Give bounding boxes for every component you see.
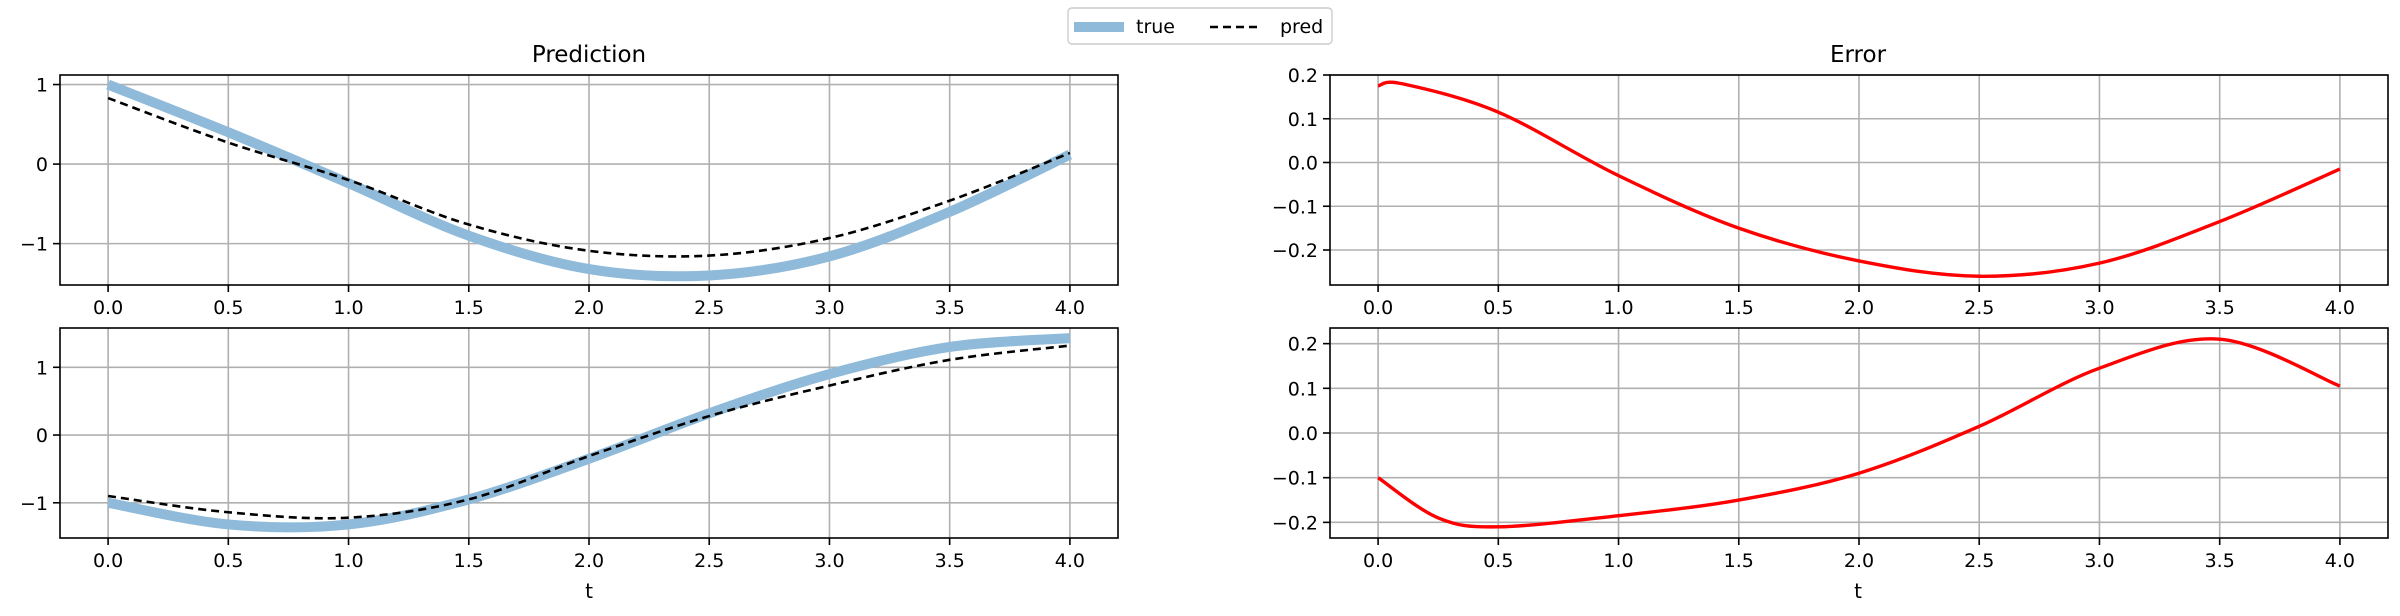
prediction-title: Prediction [532, 42, 646, 68]
prediction-bottom-xlabel: t [585, 579, 593, 603]
x-tick-label: 3.5 [935, 550, 965, 572]
legend-pred-label: pred [1280, 16, 1323, 38]
legend-true-label: true [1136, 16, 1175, 38]
y-tick-label: −0.2 [1272, 512, 1318, 534]
y-tick-label: 0.0 [1288, 423, 1318, 445]
error-bottom-xlabel: t [1854, 579, 1862, 603]
x-tick-label: 1.5 [454, 550, 484, 572]
error-bottom-panel: 0.0 0.5 1.0 1.5 2.0 2.5 3.0 3.5 4.0 0.2 0.1 0.0 −0.1… [1272, 327, 2389, 572]
series-line-true [107, 333, 1071, 533]
y-tick-label: 1 [36, 75, 48, 97]
prediction-top-panel: 0.0 0.5 1.0 1.5 2.0 2.5 3.0 3.5 4.0 1 0 −1 [20, 74, 1119, 319]
x-tick-label: 3.5 [2205, 550, 2235, 572]
x-tick-label: 2.5 [1964, 550, 1994, 572]
series-line-error [1377, 337, 2341, 529]
y-tick-label: −1 [20, 493, 48, 515]
x-tick-label: 0.0 [1363, 297, 1393, 319]
y-tick-label: 0.2 [1288, 65, 1318, 87]
y-tick-label: 0.1 [1288, 109, 1318, 131]
x-tick-label: 0.5 [213, 550, 243, 572]
x-tick-label: 4.0 [2325, 297, 2355, 319]
x-tick-label: 2.5 [1964, 297, 1994, 319]
x-tick-label: 0.5 [1483, 550, 1513, 572]
x-tick-label: 2.0 [574, 297, 604, 319]
x-tick-label: 0.0 [93, 550, 123, 572]
y-tick-label: 0 [36, 425, 48, 447]
series-line-error [1377, 80, 2341, 278]
x-tick-label: 1.0 [1603, 550, 1633, 572]
x-tick-label: 1.0 [333, 550, 363, 572]
x-tick-label: 4.0 [2325, 550, 2355, 572]
y-tick-label: 0.1 [1288, 378, 1318, 400]
x-tick-label: 0.5 [213, 297, 243, 319]
series-group [106, 79, 1073, 282]
x-tick-label: 0.0 [1363, 550, 1393, 572]
x-tick-label: 1.5 [454, 297, 484, 319]
y-tick-label: 0.2 [1288, 334, 1318, 356]
error-title: Error [1830, 42, 1887, 68]
y-tick-label: −0.1 [1272, 468, 1318, 490]
x-tick-label: 2.5 [694, 550, 724, 572]
series-group [107, 333, 1071, 533]
x-tick-label: 3.5 [935, 297, 965, 319]
prediction-bottom-panel: 0.0 0.5 1.0 1.5 2.0 2.5 3.0 3.5 4.0 1 0 −1 [20, 327, 1119, 572]
error-top-panel: 0.0 0.5 1.0 1.5 2.0 2.5 3.0 3.5 4.0 0.2 0.1 0.0 −0.1… [1272, 65, 2389, 319]
x-tick-label: 2.0 [1844, 550, 1874, 572]
series-line-pred [107, 344, 1071, 520]
x-tick-label: 2.5 [694, 297, 724, 319]
legend: true pred [1067, 7, 1333, 45]
x-tick-label: 4.0 [1055, 550, 1085, 572]
y-tick-label: 0 [36, 154, 48, 176]
series-line-true [106, 79, 1073, 282]
x-tick-label: 1.5 [1724, 297, 1754, 319]
x-tick-label: 1.5 [1724, 550, 1754, 572]
x-tick-label: 3.0 [2084, 297, 2114, 319]
legend-frame [1067, 7, 1333, 45]
x-tick-label: 3.0 [814, 550, 844, 572]
y-tick-label: 1 [36, 357, 48, 379]
x-tick-label: 0.0 [93, 297, 123, 319]
x-tick-label: 2.0 [574, 550, 604, 572]
y-tick-label: 0.0 [1288, 153, 1318, 175]
y-tick-label: −1 [20, 234, 48, 256]
x-tick-label: 2.0 [1844, 297, 1874, 319]
series-group [1377, 337, 2341, 529]
series-line-pred [107, 96, 1071, 258]
x-tick-label: 3.5 [2205, 297, 2235, 319]
x-tick-label: 0.5 [1483, 297, 1513, 319]
y-tick-label: −0.1 [1272, 196, 1318, 218]
x-tick-label: 3.0 [814, 297, 844, 319]
x-tick-label: 3.0 [2084, 550, 2114, 572]
x-tick-label: 1.0 [333, 297, 363, 319]
series-group [1377, 80, 2341, 278]
x-tick-label: 1.0 [1603, 297, 1633, 319]
y-tick-label: −0.2 [1272, 240, 1318, 262]
x-tick-label: 4.0 [1055, 297, 1085, 319]
